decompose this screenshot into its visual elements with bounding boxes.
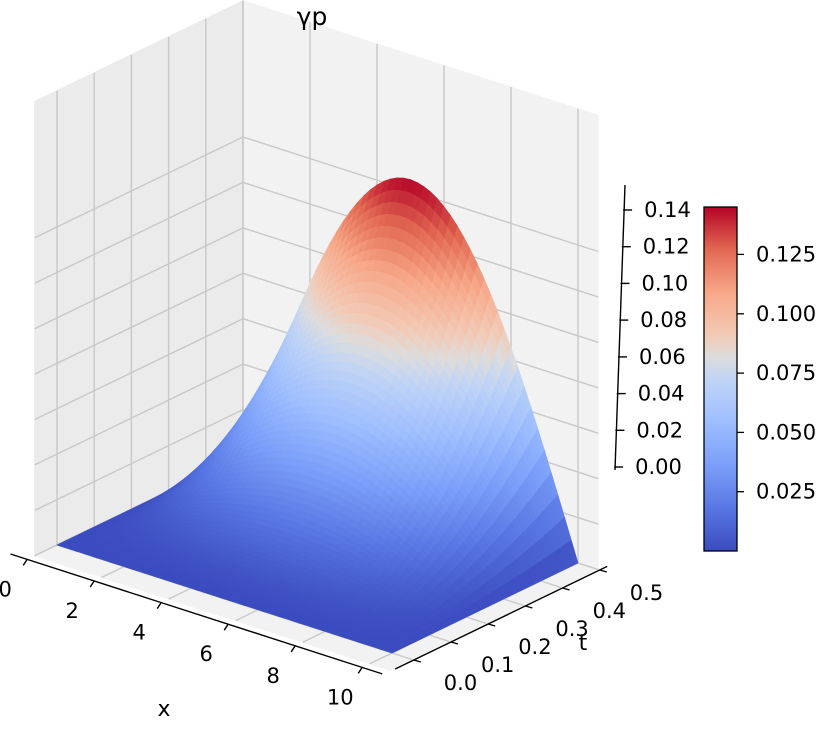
z-tick-label: 0.12 [643,235,690,259]
x-tick-label: 2 [66,599,79,623]
t-tick-mark [488,623,496,627]
t-tick-mark [562,587,570,591]
x-tick-label: 0 [0,577,12,601]
x-tick-mark [22,559,28,566]
z-tick-label: 0.04 [638,382,685,406]
grid-line [34,272,244,375]
colorbar: 0.025 0.050 0.075 0.100 0.125 [703,206,816,552]
x-tick-label: 8 [267,664,280,688]
t-tick-label: 0.0 [444,671,477,695]
grid-line [34,363,244,466]
chart-title: γp [297,2,328,31]
z-tick-label: 0.02 [636,418,683,442]
z-tick-label: 0.06 [639,345,686,369]
surface [56,177,579,654]
t-tick-label: 0.2 [518,635,551,659]
z-ticks: 0.00 0.02 0.04 0.06 0.08 0.10 0.12 0.14 [614,198,691,479]
x-tick-mark [357,667,363,674]
z-tick-label: 0.14 [644,198,691,222]
x-tick-mark [223,623,229,631]
colorbar-tick-label: 0.125 [756,242,816,266]
x-tick-mark [89,580,95,588]
colorbar-tick-label: 0.075 [756,361,816,385]
x-tick-mark [156,602,162,609]
z-tick-label: 0.08 [640,308,687,332]
colorbar-tick-label: 0.025 [756,480,816,504]
x-tick-mark [290,645,296,653]
colorbar-tick-label: 0.100 [756,302,816,326]
t-tick-label: 0.1 [481,653,514,677]
grid-line [34,136,244,239]
z-axis-line [614,184,626,471]
z-tick-label: 0.10 [642,271,689,295]
t-axis-label: t [579,631,588,656]
grid-line [34,408,244,512]
grid-line [34,181,244,284]
colorbar-ticks: 0.025 0.050 0.075 0.100 0.125 [737,242,816,504]
colorbar-tick-label: 0.050 [756,420,816,444]
x-tick-label: 10 [327,685,354,709]
t-tick-mark [599,569,607,573]
t-tick-mark [450,641,459,645]
x-tick-label: 6 [200,642,213,666]
x-axis-label: x [157,697,170,722]
t-tick-label: 0.4 [593,599,626,623]
grid-line [34,227,244,330]
t-tick-label: 0.5 [630,581,663,605]
x-tick-label: 4 [133,621,146,645]
t-tick-mark [413,659,421,663]
z-tick-label: 0.00 [635,455,682,479]
t-tick-mark [525,605,533,609]
colorbar-gradient [703,206,738,552]
grid-line [34,318,244,421]
